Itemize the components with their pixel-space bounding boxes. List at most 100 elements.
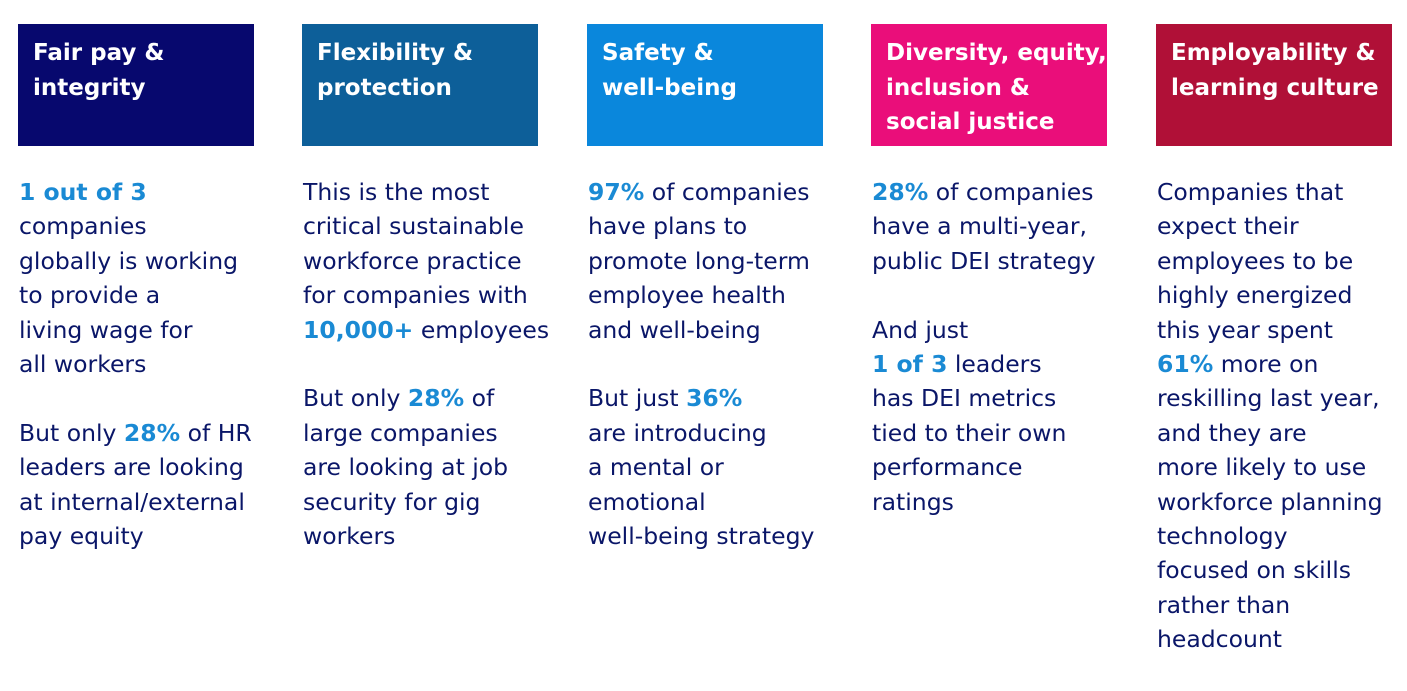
paragraph: Companies that expect their employees to b… (1157, 175, 1392, 657)
body-text: tied to their own (872, 418, 1067, 447)
highlight-stat: 28% (123, 418, 181, 447)
column-header: Employability & learning culture (1156, 24, 1392, 146)
body-text: workforce planning (1157, 487, 1383, 516)
body-text: workers (303, 522, 396, 551)
text-line: 97% of companies (588, 175, 823, 209)
text-line: technology (1157, 519, 1392, 553)
body-text: reskilling last year, (1157, 384, 1380, 413)
text-line: 61% more on (1157, 347, 1392, 381)
column-header: Flexibility & protection (302, 24, 538, 146)
column-body: 28% of companies have a multi-year, public… (871, 175, 1107, 519)
column-4: Diversity, equity, inclusion & social just… (871, 24, 1107, 553)
text-line: have a multi-year, (872, 209, 1107, 243)
column-5: Employability & learning culture Companies… (1156, 24, 1392, 691)
text-line: employees to be (1157, 244, 1392, 278)
column-header: Safety & well-being (587, 24, 823, 146)
body-text: expect their (1157, 212, 1299, 241)
body-text: rather than (1157, 590, 1291, 619)
text-line: globally is working (19, 244, 254, 278)
body-text: more on (1213, 350, 1319, 379)
text-line: this year spent (1157, 313, 1392, 347)
column-1: Fair pay & integrity 1 out of 3 companies gl… (18, 24, 254, 588)
body-text: But just (588, 384, 687, 413)
text-line: to provide a (19, 278, 254, 312)
body-text: at internal/external (19, 487, 245, 516)
column-body: Companies that expect their employees to b… (1156, 175, 1392, 657)
body-text: of companies (644, 178, 810, 206)
body-text: of HR (180, 418, 252, 447)
body-text: have a multi-year, (872, 212, 1088, 241)
text-line: workers (303, 519, 538, 553)
text-line: Companies that (1157, 175, 1392, 209)
body-text: living wage for (19, 315, 193, 344)
text-line: leaders are looking (19, 450, 254, 484)
highlight-stat: 10,000+ (303, 315, 414, 344)
body-text: well-being strategy (588, 522, 815, 551)
text-line: and well-being (588, 313, 823, 347)
column-header: Diversity, equity, inclusion & social just… (871, 24, 1107, 146)
body-text: large companies (303, 418, 498, 447)
header-title-line: integrity (33, 74, 146, 101)
text-line: performance (872, 450, 1107, 484)
text-line: This is the most (303, 175, 538, 209)
text-line: public DEI strategy (872, 244, 1107, 278)
header-title-line: social justice (886, 109, 1055, 135)
body-text: leaders (947, 350, 1042, 379)
column-3: Safety & well-being 97% of companies have p… (587, 24, 823, 588)
body-text: of companies (928, 178, 1094, 206)
text-line: 10,000+ employees (303, 313, 549, 347)
highlight-stat: 97% (588, 178, 645, 206)
column-body: 1 out of 3 companies globally is working to… (18, 175, 254, 553)
body-text: But only (19, 418, 124, 447)
paragraph: 28% of companies have a multi-year, public… (872, 175, 1107, 278)
text-line: employee health (588, 278, 823, 312)
header-title-line: Diversity, equity, (886, 40, 1107, 66)
text-line: critical sustainable (303, 209, 538, 243)
text-line: at internal/external (19, 485, 254, 519)
highlight-stat: 1 out of 3 (19, 178, 147, 206)
header-title-line: Flexibility & (317, 40, 474, 66)
body-text: performance (872, 453, 1023, 482)
text-line: all workers (19, 347, 254, 381)
text-line: companies (19, 209, 254, 243)
body-text: has DEI metrics (872, 384, 1057, 413)
column-body: This is the most critical sustainable work… (302, 175, 549, 553)
text-line: But only 28% of (303, 381, 538, 415)
header-title-line: Safety & (602, 40, 714, 66)
body-text: critical sustainable (303, 212, 524, 241)
body-text: a mental or (588, 453, 724, 482)
text-line: and they are (1157, 416, 1392, 450)
text-line: more likely to use (1157, 450, 1392, 484)
highlight-stat: 61% (1157, 350, 1214, 379)
text-line: are introducing (588, 416, 823, 450)
paragraph: 97% of companies have plans to promote lon… (588, 175, 823, 347)
body-text: pay equity (19, 522, 144, 551)
body-text: technology (1157, 522, 1288, 551)
body-text: to provide a (19, 281, 161, 310)
text-line: 1 out of 3 (19, 175, 254, 209)
text-line: pay equity (19, 519, 254, 553)
body-text: all workers (19, 350, 147, 379)
paragraph: 1 out of 3 companies globally is working to… (19, 175, 254, 381)
body-text: companies (19, 212, 147, 241)
text-line: workforce practice (303, 244, 538, 278)
text-line: are looking at job (303, 450, 538, 484)
body-text: of (464, 384, 495, 413)
text-line: headcount (1157, 622, 1392, 656)
text-line: for companies with (303, 278, 538, 312)
body-text: highly energized (1157, 281, 1353, 310)
body-text: are introducing (588, 418, 767, 447)
text-line: large companies (303, 416, 538, 450)
body-text: ratings (872, 487, 954, 516)
body-text: have plans to (588, 212, 748, 241)
text-line: promote long-term (588, 244, 823, 278)
text-line: 1 of 3 leaders (872, 347, 1107, 381)
highlight-stat: 36% (686, 384, 743, 413)
header-title-line: well-being (602, 74, 737, 101)
body-text: globally is working (19, 246, 239, 275)
text-line: has DEI metrics (872, 381, 1107, 415)
text-line: ratings (872, 485, 1107, 519)
paragraph: But only 28% of large companies are lookin… (303, 381, 538, 553)
text-line: living wage for (19, 313, 254, 347)
text-line: rather than (1157, 588, 1392, 622)
